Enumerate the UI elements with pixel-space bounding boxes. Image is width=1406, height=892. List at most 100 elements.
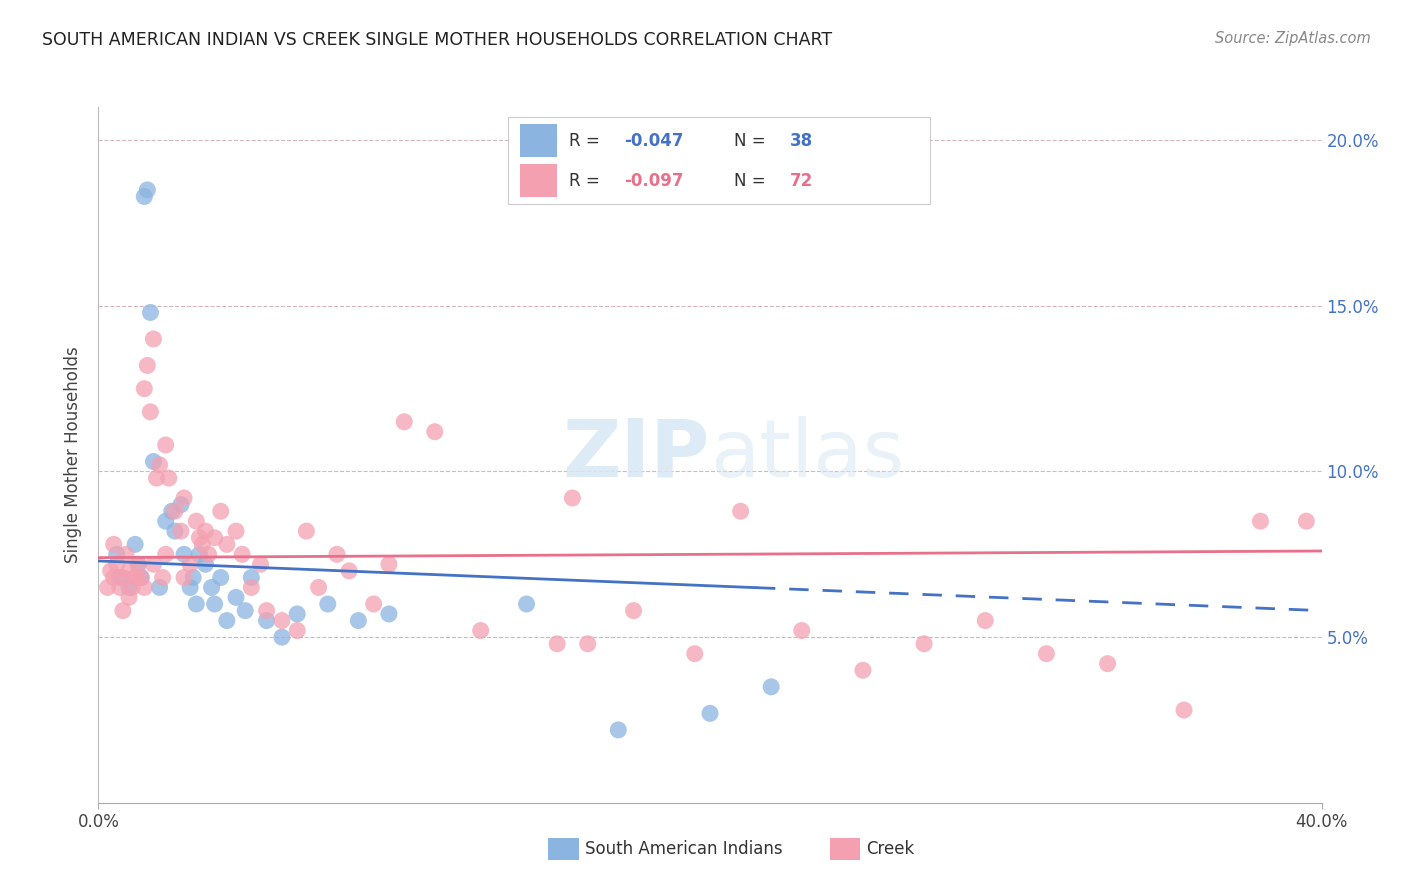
Point xyxy=(249,558,271,572)
Point xyxy=(912,637,935,651)
Point xyxy=(516,597,538,611)
Point xyxy=(191,537,214,551)
Text: ZIP: ZIP xyxy=(562,416,710,494)
Point xyxy=(173,570,195,584)
Point xyxy=(378,607,401,621)
Text: atlas: atlas xyxy=(710,416,904,494)
Point xyxy=(974,614,997,628)
Point xyxy=(561,491,583,505)
Point xyxy=(1035,647,1057,661)
Point xyxy=(115,547,138,561)
Point xyxy=(790,624,813,638)
Bar xyxy=(508,118,931,204)
Point xyxy=(97,581,120,595)
Point xyxy=(163,504,186,518)
Text: -0.097: -0.097 xyxy=(624,172,683,190)
Point xyxy=(231,547,253,561)
Point xyxy=(363,597,385,611)
Point xyxy=(188,531,211,545)
Point xyxy=(240,581,263,595)
Point xyxy=(145,471,167,485)
Point xyxy=(623,604,645,618)
Y-axis label: Single Mother Households: Single Mother Households xyxy=(65,347,83,563)
Text: SOUTH AMERICAN INDIAN VS CREEK SINGLE MOTHER HOUSEHOLDS CORRELATION CHART: SOUTH AMERICAN INDIAN VS CREEK SINGLE MO… xyxy=(42,31,832,49)
Point xyxy=(149,581,172,595)
Point xyxy=(136,183,159,197)
Point xyxy=(124,570,146,584)
Point xyxy=(139,305,162,319)
Point xyxy=(347,614,370,628)
Point xyxy=(607,723,630,737)
Point xyxy=(170,524,193,538)
Point xyxy=(1097,657,1119,671)
Point xyxy=(121,581,143,595)
Point xyxy=(142,332,165,346)
Point xyxy=(118,591,141,605)
Point xyxy=(576,637,599,651)
Point xyxy=(181,570,204,584)
Point xyxy=(160,504,183,518)
Point xyxy=(105,558,128,572)
Text: 72: 72 xyxy=(790,172,813,190)
Point xyxy=(129,570,152,584)
Point xyxy=(378,558,401,572)
Point xyxy=(470,624,492,638)
Text: R =: R = xyxy=(569,132,606,150)
Point xyxy=(188,547,211,561)
Text: N =: N = xyxy=(734,132,772,150)
Point xyxy=(326,547,349,561)
Point xyxy=(118,564,141,578)
Point xyxy=(423,425,446,439)
Point xyxy=(103,570,125,584)
Point xyxy=(215,614,238,628)
Point xyxy=(337,564,360,578)
Point xyxy=(163,524,186,538)
Point xyxy=(108,570,131,584)
Text: -0.047: -0.047 xyxy=(624,132,683,150)
Point xyxy=(225,524,247,538)
Point xyxy=(179,558,201,572)
Text: South American Indians: South American Indians xyxy=(585,840,783,858)
Point xyxy=(852,663,875,677)
Point xyxy=(1249,514,1271,528)
Point xyxy=(173,547,195,561)
Point xyxy=(100,564,122,578)
Point xyxy=(295,524,318,538)
Text: 38: 38 xyxy=(790,132,813,150)
Point xyxy=(155,438,177,452)
Point xyxy=(142,558,165,572)
Point xyxy=(209,570,232,584)
Point xyxy=(103,537,125,551)
Bar xyxy=(520,125,557,158)
Text: Creek: Creek xyxy=(866,840,914,858)
Point xyxy=(108,581,131,595)
Point xyxy=(134,189,156,203)
Point xyxy=(124,537,146,551)
Point xyxy=(152,570,174,584)
Point xyxy=(285,607,308,621)
Point xyxy=(546,637,568,651)
Point xyxy=(240,570,263,584)
Point xyxy=(215,537,238,551)
Point xyxy=(209,504,232,518)
Point xyxy=(179,581,201,595)
Point xyxy=(316,597,339,611)
Point xyxy=(111,604,134,618)
Point xyxy=(111,570,134,584)
Point xyxy=(204,597,226,611)
Point xyxy=(1173,703,1195,717)
Point xyxy=(186,514,208,528)
Text: N =: N = xyxy=(734,172,772,190)
Point xyxy=(270,630,292,644)
Point xyxy=(197,547,219,561)
Point xyxy=(127,558,149,572)
Point xyxy=(1295,514,1317,528)
Point xyxy=(200,581,222,595)
Point xyxy=(157,471,180,485)
Point xyxy=(136,359,159,373)
Point xyxy=(129,570,152,584)
Point xyxy=(149,458,172,472)
Point xyxy=(170,498,193,512)
Point xyxy=(194,558,217,572)
Text: Source: ZipAtlas.com: Source: ZipAtlas.com xyxy=(1215,31,1371,46)
